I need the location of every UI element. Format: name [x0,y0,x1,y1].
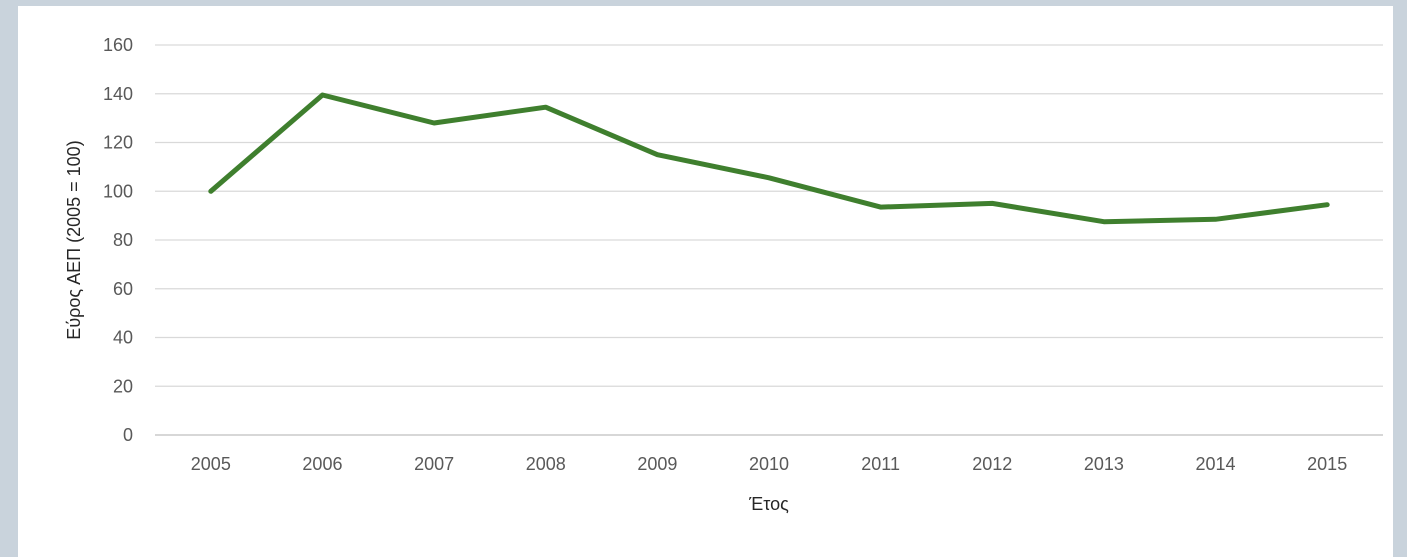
y-tick-label: 100 [103,181,133,201]
x-tick-label: 2011 [861,454,900,474]
x-tick-label: 2012 [972,454,1012,474]
y-axis-title: Εύρος ΑΕΠ (2005 = 100) [64,140,84,339]
series-line-0 [208,92,1330,225]
x-tick-label: 2010 [749,454,789,474]
y-tick-label: 160 [103,35,133,55]
y-tick-label: 120 [103,133,133,153]
y-tick-label: 0 [123,425,133,445]
x-tick-label: 2006 [302,454,342,474]
x-tick-label: 2007 [414,454,454,474]
x-tick-label: 2009 [637,454,677,474]
x-tick-label: 2015 [1307,454,1347,474]
x-tick-labels: 2005 2006 2007 2008 2009 2010 2011 2012 2013 2014… [191,454,1347,474]
y-tick-label: 60 [113,279,133,299]
gridlines [155,44,1383,436]
y-tick-labels: 0 20 40 60 80 100 120 140 160 [103,35,133,445]
x-tick-label: 2005 [191,454,231,474]
x-tick-label: 2013 [1084,454,1124,474]
y-tick-label: 40 [113,328,133,348]
y-tick-label: 140 [103,84,133,104]
x-axis-title: Έτος [748,494,789,514]
x-tick-label: 2014 [1196,454,1236,474]
y-tick-label: 80 [113,230,133,250]
x-tick-label: 2008 [526,454,566,474]
y-tick-label: 20 [113,376,133,396]
series-layer [208,92,1330,225]
chart-panel [18,6,1393,557]
